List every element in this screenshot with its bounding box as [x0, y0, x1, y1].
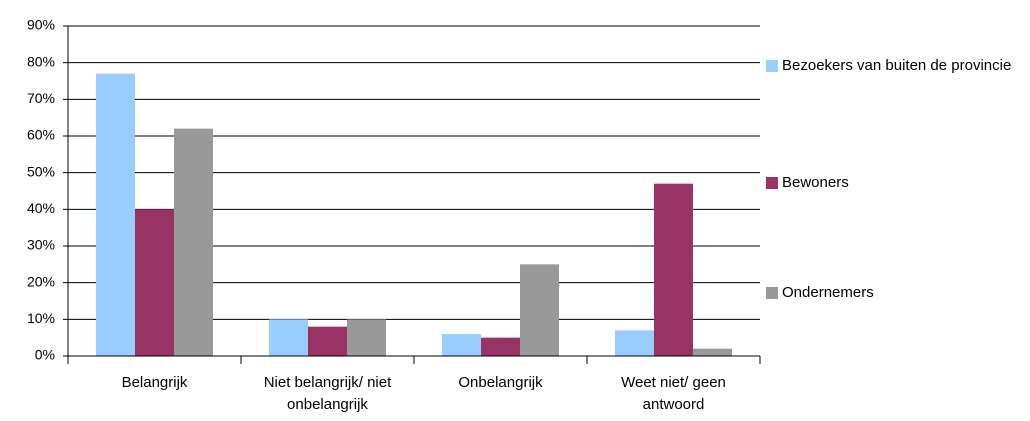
- legend-swatch: [766, 177, 778, 189]
- y-tick-label: 90%: [27, 17, 55, 33]
- bar: [308, 326, 347, 356]
- bar: [615, 330, 654, 356]
- bar: [442, 334, 481, 356]
- y-tick-label: 10%: [27, 310, 55, 326]
- y-tick-label: 60%: [27, 127, 55, 143]
- legend-label: Ondernemers: [782, 284, 874, 301]
- bar: [269, 319, 308, 356]
- y-tick-label: 50%: [27, 163, 55, 179]
- y-tick-label: 0%: [35, 347, 55, 363]
- y-tick-label: 40%: [27, 200, 55, 216]
- bar: [481, 337, 520, 356]
- legend-swatch: [766, 287, 778, 299]
- x-tick-label: Weet niet/ geen antwoord: [621, 374, 726, 413]
- bar: [654, 183, 693, 356]
- x-tick-label: Onbelangrijk: [458, 374, 543, 391]
- legend-label: Bezoekers van buiten de provincie: [782, 57, 1012, 74]
- bar: [520, 264, 559, 356]
- y-tick-label: 20%: [27, 273, 55, 289]
- y-tick-label: 70%: [27, 90, 55, 106]
- bar: [135, 209, 174, 356]
- bar: [96, 73, 135, 357]
- bar: [174, 128, 213, 356]
- y-tick-label: 30%: [27, 237, 55, 253]
- bar: [347, 319, 386, 356]
- x-tick-label: Niet belangrijk/ niet onbelangrijk: [263, 374, 392, 413]
- x-tick-label: Belangrijk: [121, 374, 188, 391]
- y-tick-label: 80%: [27, 53, 55, 69]
- legend-label: Bewoners: [782, 174, 849, 191]
- bar: [693, 348, 732, 356]
- legend-swatch: [766, 60, 778, 72]
